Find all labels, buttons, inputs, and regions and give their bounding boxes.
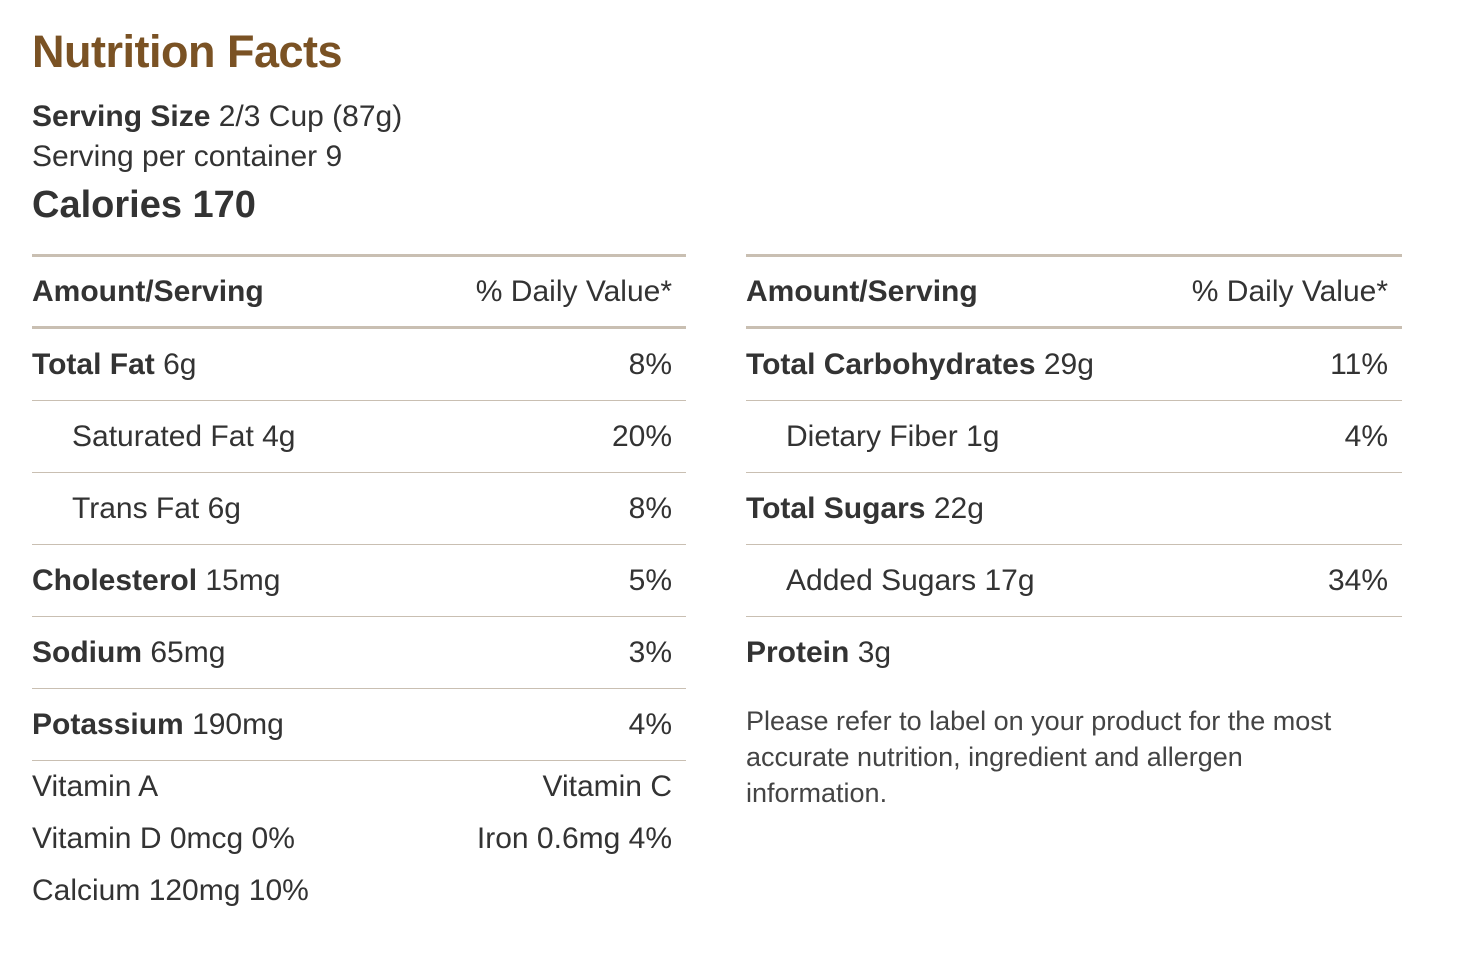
nutrient-amount: 22g <box>933 491 984 525</box>
vitamin-line: Vitamin D 0mcg 0% Iron 0.6mg 4% <box>32 813 686 865</box>
nutrient-dv: 5% <box>628 563 672 597</box>
page-title: Nutrition Facts <box>32 26 343 77</box>
nutrient-name: Sodium <box>32 635 142 669</box>
nutrient-row-total-fat: Total Fat 6g 8% <box>32 329 686 401</box>
nutrient-amount: 3g <box>857 636 892 669</box>
nutrient-name: Saturated Fat <box>72 419 254 453</box>
nutrient-name: Trans Fat <box>72 491 200 525</box>
nutrient-dv: 8% <box>628 347 672 381</box>
nutrient-name: Total Sugars <box>746 491 926 525</box>
nutrient-row-total-carbohydrates: Total Carbohydrates 29g 11% <box>746 329 1402 401</box>
nutrient-amount: 190mg <box>192 707 284 741</box>
nutrient-name: Dietary Fiber <box>786 419 958 453</box>
nutrient-dv: 8% <box>628 491 672 525</box>
nutrient-dv: 34% <box>1327 563 1388 597</box>
table-header: Amount/Serving % Daily Value* <box>32 257 686 329</box>
nutrient-amount: 6g <box>207 491 241 525</box>
nutrient-amount: 4g <box>262 419 296 453</box>
nutrient-amount: 29g <box>1043 347 1094 381</box>
nutrient-row-cholesterol: Cholesterol 15mg 5% <box>32 545 686 617</box>
nutrient-row-added-sugars: Added Sugars 17g 34% <box>746 545 1402 617</box>
serving-size-label: Serving Size <box>32 100 211 133</box>
nutrient-name: Potassium <box>32 707 184 741</box>
vitamins-section: Vitamin A Vitamin C Vitamin D 0mcg 0% Ir… <box>32 761 686 917</box>
nutrient-dv: 4% <box>1344 419 1388 453</box>
nutrient-row-total-sugars: Total Sugars 22g <box>746 473 1402 545</box>
nutrient-dv: 20% <box>611 419 672 453</box>
table-header: Amount/Serving % Daily Value* <box>746 257 1402 329</box>
nutrient-row-protein: Protein 3g <box>746 617 1402 689</box>
nutrient-row-potassium: Potassium 190mg 4% <box>32 689 686 761</box>
nutrient-amount: 17g <box>984 563 1035 597</box>
divider <box>746 254 1402 257</box>
nutrition-table-left: Amount/Serving % Daily Value* Total Fat … <box>32 254 686 917</box>
nutrient-dv: 4% <box>628 707 672 741</box>
vitamin-a: Vitamin A <box>32 770 159 803</box>
nutrient-row-saturated-fat: Saturated Fat 4g 20% <box>32 401 686 473</box>
nutrient-amount: 65mg <box>150 635 226 669</box>
nutrient-dv: 11% <box>1330 347 1388 381</box>
nutrition-table-right: Amount/Serving % Daily Value* Total Carb… <box>746 254 1402 811</box>
serving-size: Serving Size 2/3 Cup (87g) <box>32 100 402 134</box>
nutrient-amount: 15mg <box>205 563 281 597</box>
nutrient-row-trans-fat: Trans Fat 6g 8% <box>32 473 686 545</box>
calcium: Calcium 120mg 10% <box>32 874 309 907</box>
disclaimer-text: Please refer to label on your product fo… <box>746 706 1332 808</box>
nutrient-amount: 6g <box>163 347 197 381</box>
nutrient-name: Protein <box>746 636 850 669</box>
nutrient-name: Total Fat <box>32 347 155 381</box>
nutrient-amount: 1g <box>966 419 1000 453</box>
vitamin-d: Vitamin D 0mcg 0% <box>32 822 295 855</box>
nutrient-row-dietary-fiber: Dietary Fiber 1g 4% <box>746 401 1402 473</box>
vitamin-line: Vitamin A Vitamin C <box>32 761 686 813</box>
calories: Calories 170 <box>32 184 256 226</box>
servings-per-container: Serving per container 9 <box>32 140 343 173</box>
amount-serving-header: Amount/Serving <box>746 274 978 308</box>
daily-value-header: % Daily Value* <box>475 274 672 308</box>
serving-size-value: 2/3 Cup (87g) <box>218 100 403 133</box>
divider <box>32 254 686 257</box>
vitamin-line: Calcium 120mg 10% <box>32 865 686 917</box>
nutrient-name: Cholesterol <box>32 563 198 597</box>
vitamin-c: Vitamin C <box>542 770 673 803</box>
amount-serving-header: Amount/Serving <box>32 274 264 308</box>
nutrient-name: Total Carbohydrates <box>746 347 1036 381</box>
nutrient-row-sodium: Sodium 65mg 3% <box>32 617 686 689</box>
nutrient-dv: 3% <box>628 635 672 669</box>
nutrient-name: Added Sugars <box>786 563 977 597</box>
daily-value-header: % Daily Value* <box>1191 274 1388 308</box>
iron: Iron 0.6mg 4% <box>476 822 672 855</box>
